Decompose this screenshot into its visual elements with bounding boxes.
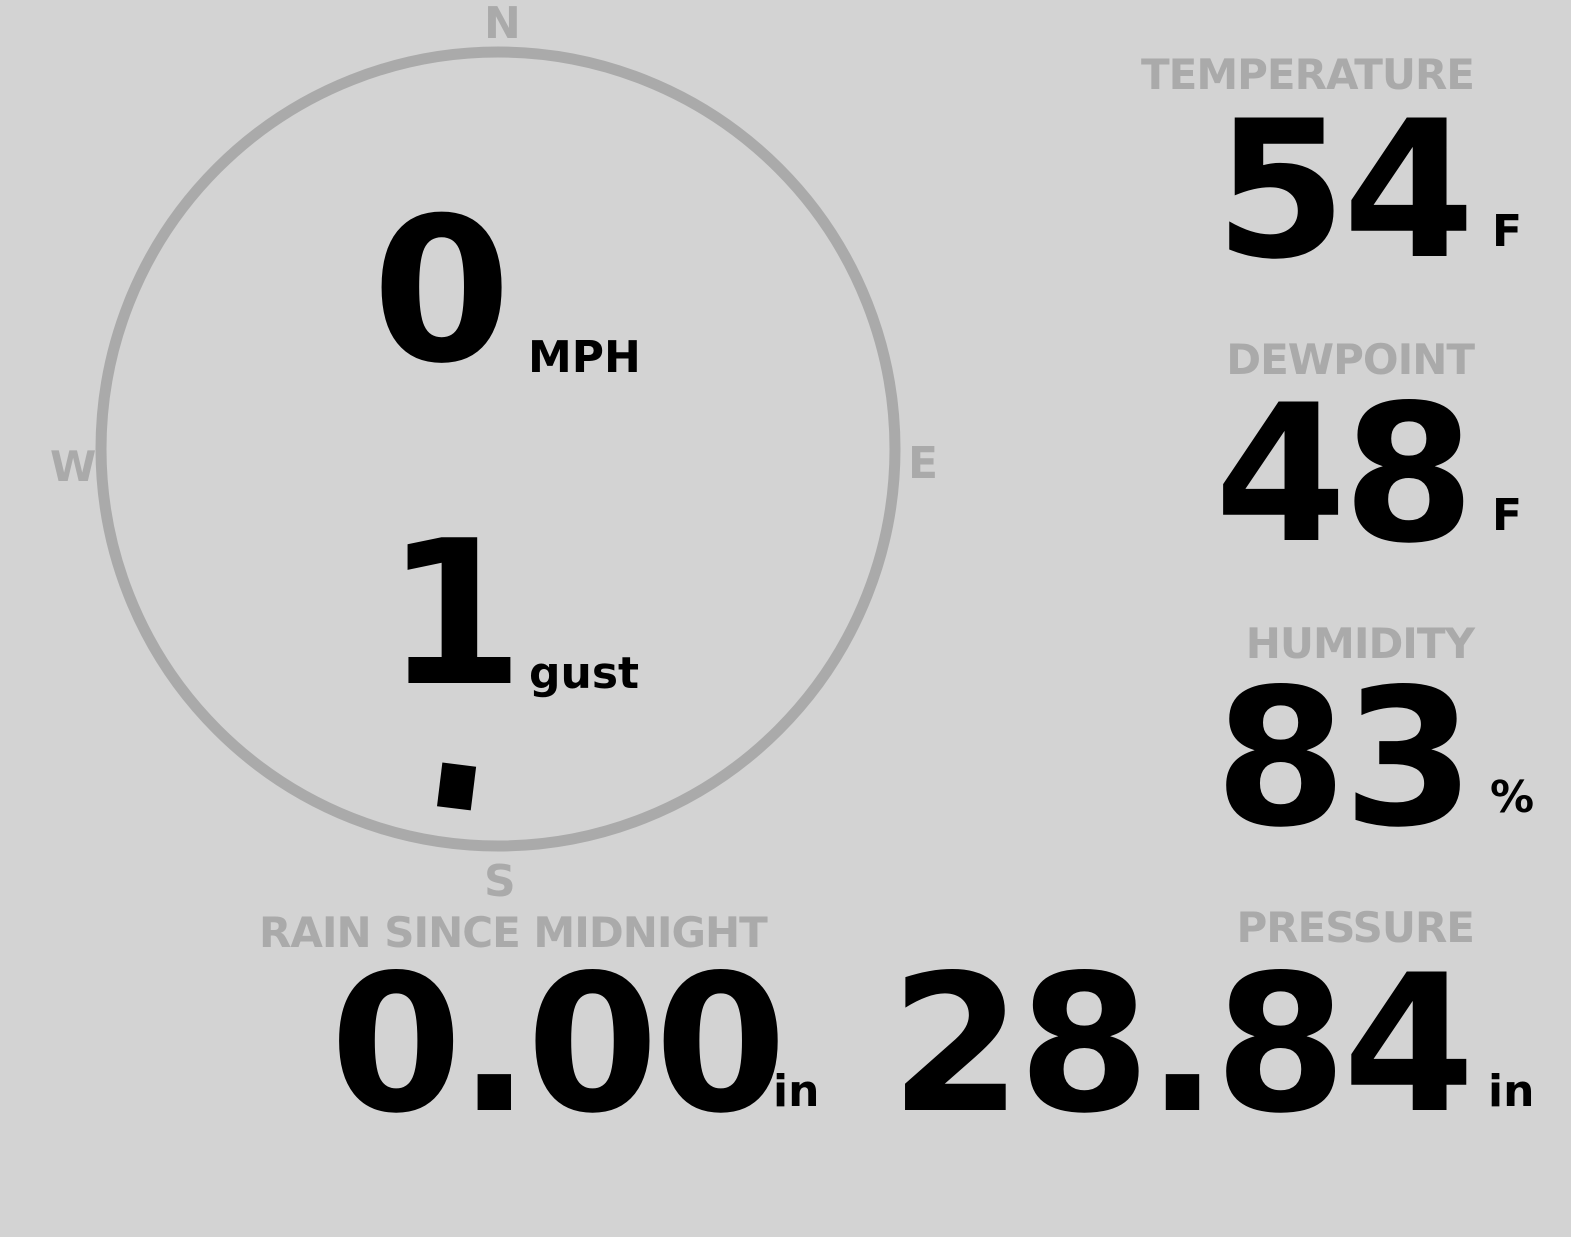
compass-w: W <box>50 442 96 491</box>
dewpoint-unit: F <box>1492 490 1523 541</box>
compass-ring <box>95 46 901 852</box>
pressure-label: PRESSURE <box>1236 903 1475 952</box>
compass-n: N <box>484 0 521 49</box>
wind-direction-marker <box>437 762 477 811</box>
dewpoint-value: 48 <box>1214 364 1475 585</box>
humidity-label: HUMIDITY <box>1245 619 1475 668</box>
temperature-value: 54 <box>1214 80 1475 301</box>
wind-compass <box>95 46 901 852</box>
wind-gust-unit: gust <box>529 648 640 699</box>
pressure-value: 28.84 <box>890 934 1475 1155</box>
temperature-label: TEMPERATURE <box>1141 50 1475 99</box>
rain-label: RAIN SINCE MIDNIGHT <box>259 908 768 957</box>
wind-speed-unit: MPH <box>528 332 641 383</box>
pressure-unit: in <box>1488 1066 1535 1117</box>
temperature-unit: F <box>1492 206 1523 257</box>
wind-speed-value: 0 <box>372 175 511 408</box>
humidity-unit: % <box>1490 772 1535 823</box>
wind-gust-value: 1 <box>385 498 524 731</box>
humidity-value: 83 <box>1214 648 1475 869</box>
compass-e: E <box>908 438 938 489</box>
compass-s: S <box>484 856 516 907</box>
rain-unit: in <box>773 1066 820 1117</box>
rain-value: 0.00 <box>330 934 787 1155</box>
dewpoint-label: DEWPOINT <box>1226 335 1475 384</box>
